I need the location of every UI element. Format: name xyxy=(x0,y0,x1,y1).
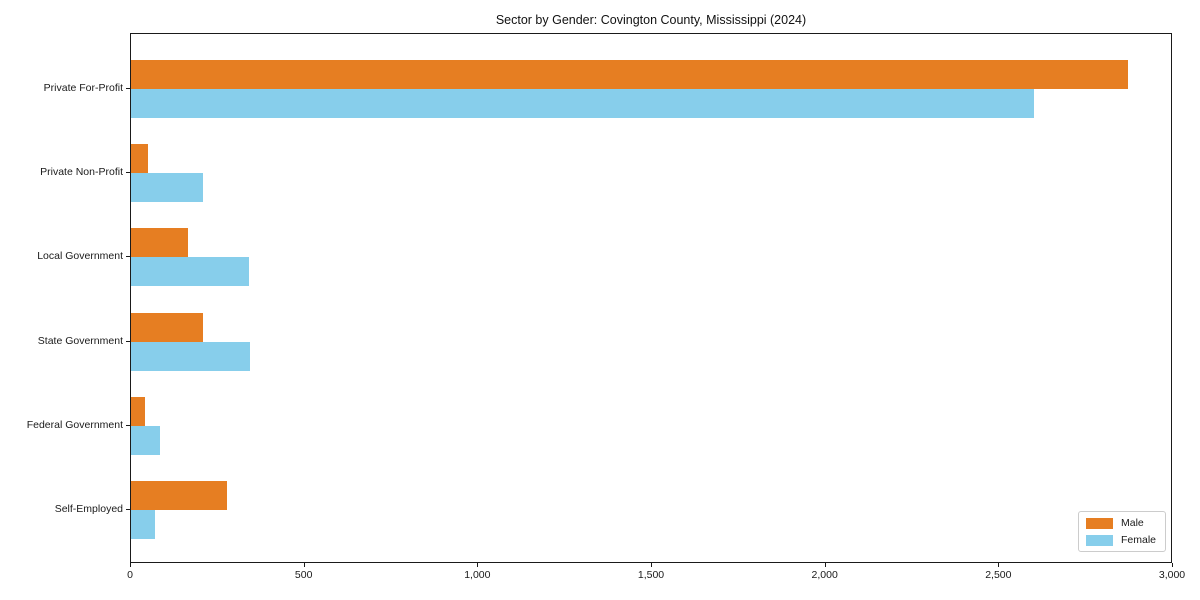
bar-male-local-government xyxy=(131,228,189,258)
x-tick-mark xyxy=(998,563,1000,567)
bar-male-self-employed xyxy=(131,481,228,510)
y-tick-label-federal-government: Federal Government xyxy=(26,418,123,431)
legend-item-male: Male xyxy=(1085,517,1156,529)
bar-female-state-government xyxy=(131,341,251,371)
x-tick-label-2-000: 2,000 xyxy=(811,569,838,581)
x-tick-mark xyxy=(477,563,479,567)
plot-area: Male Female xyxy=(130,33,1172,563)
y-tick-mark xyxy=(126,88,130,89)
legend-label-female: Female xyxy=(1120,534,1156,546)
y-tick-label-private-non-profit: Private Non-Profit xyxy=(40,166,123,179)
chart-title: Sector by Gender: Covington County, Miss… xyxy=(495,13,807,27)
bar-female-private-non-profit xyxy=(131,173,204,203)
x-tick-mark xyxy=(130,563,131,567)
x-tick-mark xyxy=(303,563,305,567)
bar-female-self-employed xyxy=(131,510,155,539)
legend-swatch-female xyxy=(1085,534,1113,546)
x-tick-label-1-000: 1,000 xyxy=(464,569,491,581)
x-tick-label-1-500: 1,500 xyxy=(637,569,665,581)
y-tick-mark xyxy=(126,509,130,510)
legend: Male Female xyxy=(1077,511,1166,552)
x-tick-label-2-500: 2,500 xyxy=(985,569,1012,581)
y-tick-mark xyxy=(126,172,130,174)
bar-male-private-non-profit xyxy=(131,144,149,174)
x-tick-mark xyxy=(1172,563,1173,567)
x-tick-label-0: 0 xyxy=(127,569,133,581)
legend-swatch-male xyxy=(1085,517,1113,529)
y-tick-label-state-government: State Government xyxy=(37,334,123,347)
y-tick-label-local-government: Local Government xyxy=(37,250,123,263)
legend-item-female: Female xyxy=(1085,534,1156,546)
y-tick-label-private-for-profit: Private For-Profit xyxy=(43,82,123,94)
bar-male-private-for-profit xyxy=(131,60,1128,89)
bar-male-state-government xyxy=(131,312,203,342)
bar-female-federal-government xyxy=(131,425,160,455)
x-tick-mark xyxy=(824,563,826,567)
x-tick-label-3-000: 3,000 xyxy=(1158,569,1186,581)
y-tick-label-self-employed: Self-Employed xyxy=(54,503,123,515)
y-tick-mark xyxy=(126,424,130,426)
y-tick-mark xyxy=(126,340,130,342)
bar-male-federal-government xyxy=(131,396,146,426)
x-tick-label-500: 500 xyxy=(294,569,313,581)
x-tick-mark xyxy=(651,563,652,567)
legend-label-male: Male xyxy=(1120,517,1144,529)
bar-female-local-government xyxy=(131,257,250,287)
y-tick-mark xyxy=(126,256,130,258)
bar-female-private-for-profit xyxy=(131,89,1035,118)
